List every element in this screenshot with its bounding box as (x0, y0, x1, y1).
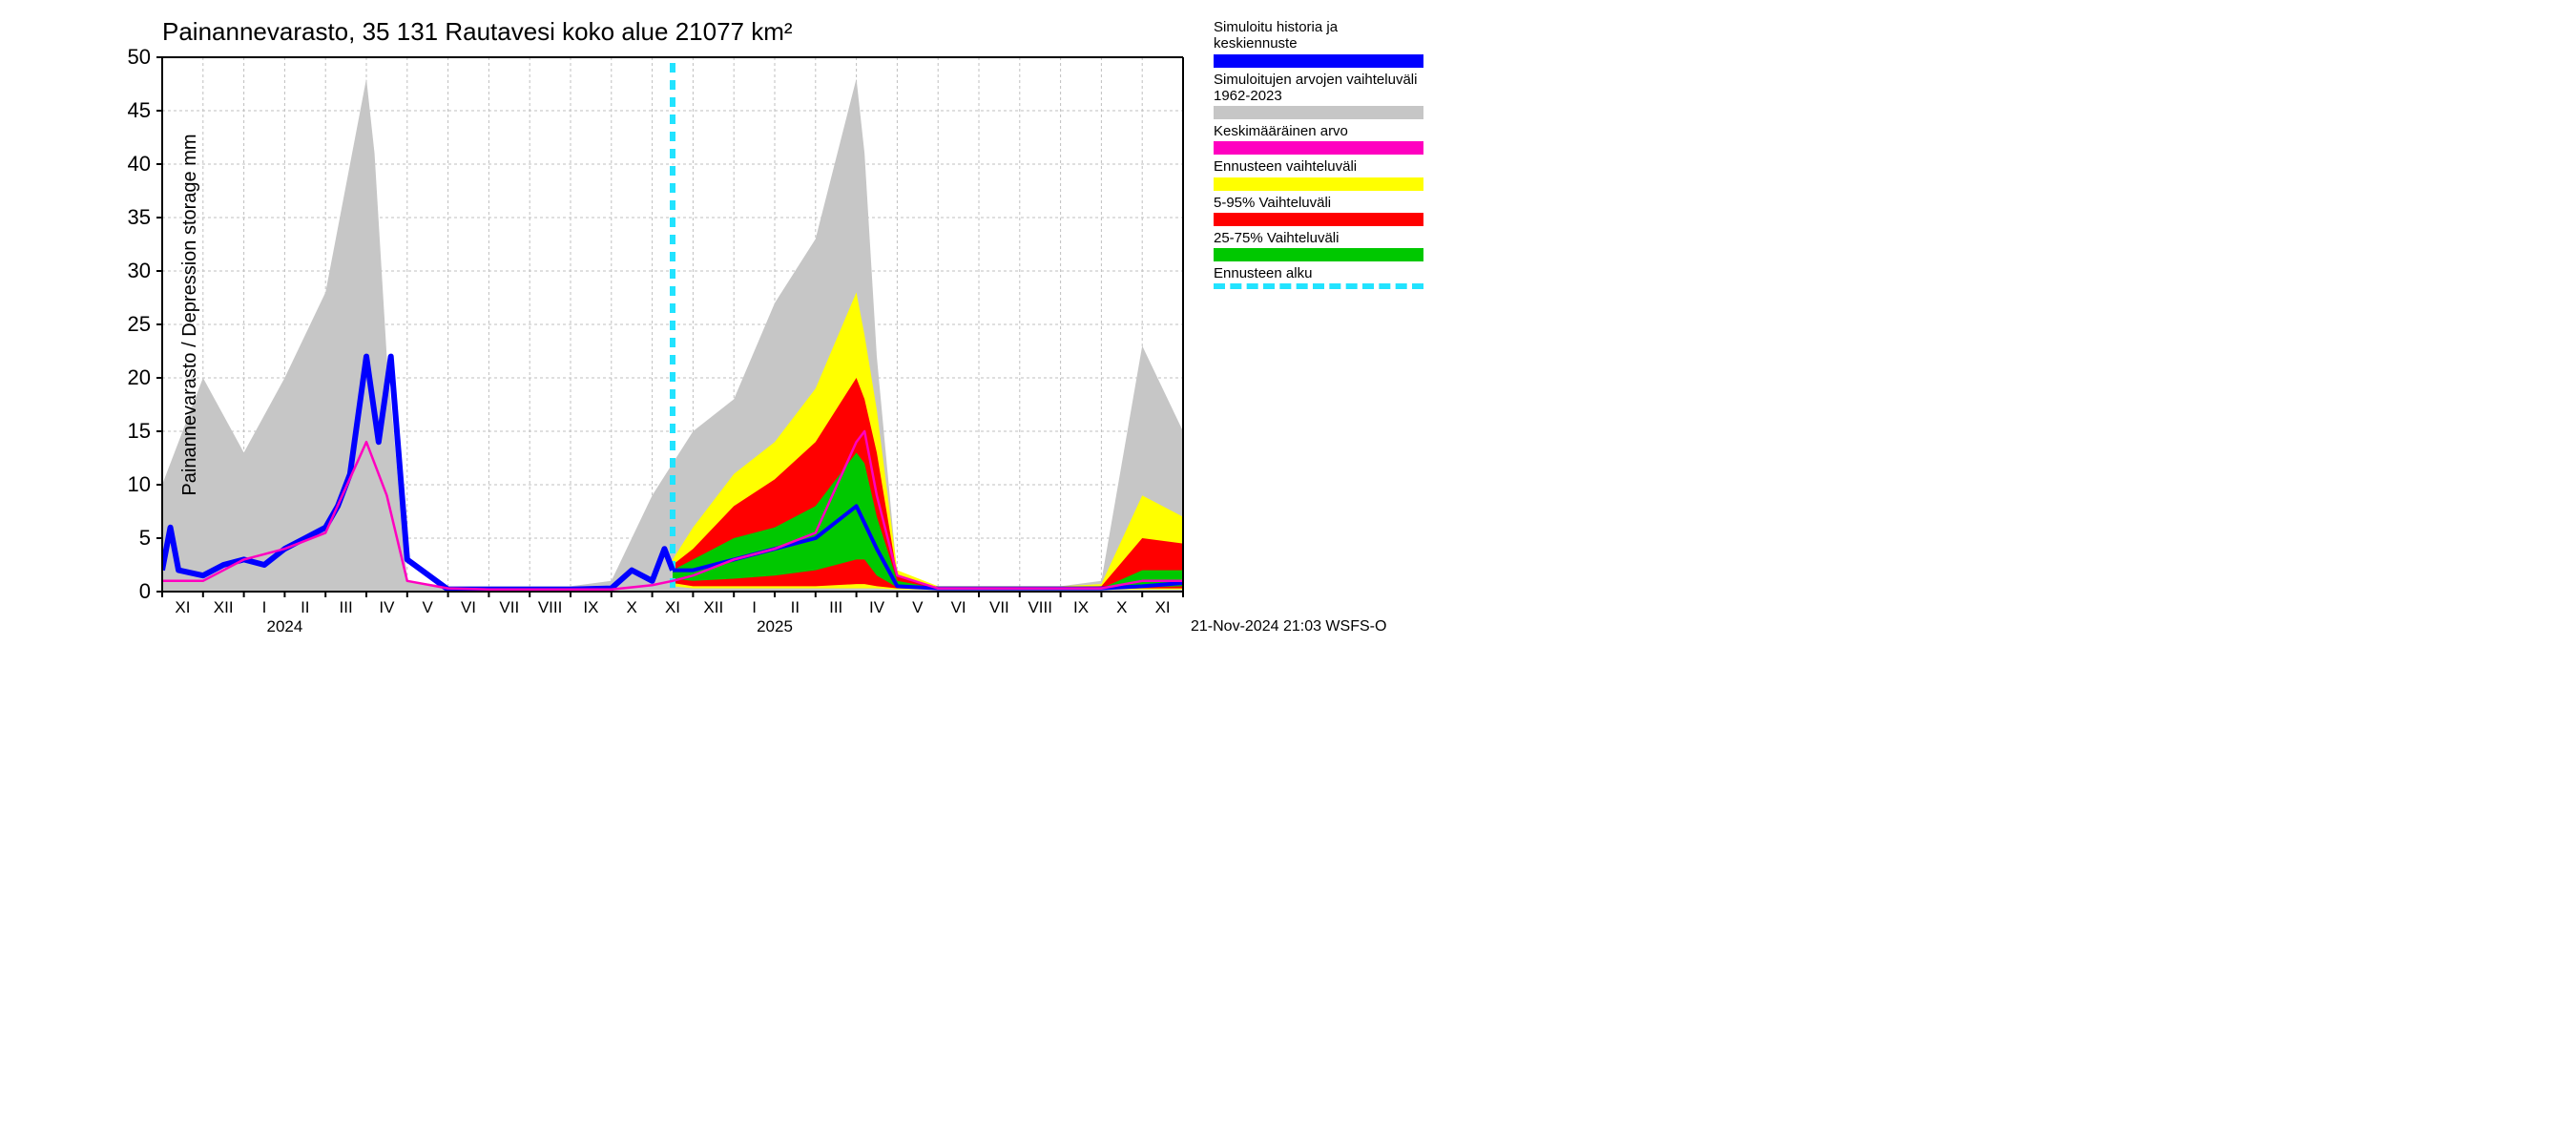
svg-text:XI: XI (665, 598, 680, 616)
svg-text:35: 35 (128, 205, 151, 229)
svg-text:V: V (912, 598, 924, 616)
svg-text:2025: 2025 (757, 617, 793, 635)
legend-swatch (1214, 106, 1423, 119)
svg-text:VII: VII (989, 598, 1009, 616)
legend-label: 25-75% Vaihteluväli (1214, 230, 1423, 246)
svg-text:VI: VI (951, 598, 966, 616)
svg-text:IV: IV (379, 598, 395, 616)
svg-text:II: II (791, 598, 800, 616)
legend-item: 25-75% Vaihteluväli (1214, 230, 1423, 261)
svg-text:20: 20 (128, 365, 151, 389)
svg-text:X: X (627, 598, 637, 616)
svg-text:5: 5 (139, 526, 151, 550)
svg-text:2024: 2024 (266, 617, 302, 635)
svg-text:25: 25 (128, 312, 151, 336)
legend: Simuloitu historia ja keskiennuste Simulo… (1214, 19, 1423, 293)
svg-text:VIII: VIII (538, 598, 563, 616)
svg-text:50: 50 (128, 45, 151, 69)
svg-text:III: III (829, 598, 842, 616)
svg-text:X: X (1116, 598, 1127, 616)
svg-text:XII: XII (214, 598, 234, 616)
svg-text:40: 40 (128, 152, 151, 176)
legend-label: Simuloitu historia ja keskiennuste (1214, 19, 1423, 52)
svg-text:XI: XI (1155, 598, 1171, 616)
y-axis-label: Painannevarasto / Depression storage mm (179, 134, 201, 495)
svg-text:XII: XII (703, 598, 723, 616)
svg-text:V: V (423, 598, 434, 616)
svg-text:IV: IV (869, 598, 885, 616)
legend-label: Simuloitujen arvojen vaihteluväli 1962-2… (1214, 72, 1423, 105)
svg-text:I: I (262, 598, 267, 616)
legend-label: Ennusteen vaihteluväli (1214, 158, 1423, 175)
legend-label: 5-95% Vaihteluväli (1214, 195, 1423, 211)
svg-text:I: I (752, 598, 757, 616)
legend-swatch (1214, 283, 1423, 289)
legend-swatch (1214, 54, 1423, 68)
svg-text:II: II (301, 598, 309, 616)
svg-text:0: 0 (139, 579, 151, 603)
legend-swatch (1214, 248, 1423, 261)
svg-text:15: 15 (128, 419, 151, 443)
svg-text:10: 10 (128, 472, 151, 496)
chart-container: Painannevarasto, 35 131 Rautavesi koko a… (0, 0, 1431, 636)
svg-text:XI: XI (175, 598, 190, 616)
legend-item: Simuloitu historia ja keskiennuste (1214, 19, 1423, 68)
legend-label: Ennusteen alku (1214, 265, 1423, 281)
svg-text:VII: VII (499, 598, 519, 616)
svg-text:45: 45 (128, 98, 151, 122)
legend-item: Ennusteen vaihteluväli (1214, 158, 1423, 190)
legend-item: Keskimääräinen arvo (1214, 123, 1423, 155)
legend-swatch (1214, 177, 1423, 191)
legend-label: Keskimääräinen arvo (1214, 123, 1423, 139)
svg-text:30: 30 (128, 259, 151, 282)
chart-timestamp: 21-Nov-2024 21:03 WSFS-O (1191, 618, 1386, 635)
svg-text:VIII: VIII (1028, 598, 1052, 616)
legend-swatch (1214, 141, 1423, 155)
legend-item: 5-95% Vaihteluväli (1214, 195, 1423, 226)
svg-text:III: III (340, 598, 353, 616)
legend-swatch (1214, 213, 1423, 226)
svg-text:IX: IX (1073, 598, 1089, 616)
legend-item: Ennusteen alku (1214, 265, 1423, 289)
legend-item: Simuloitujen arvojen vaihteluväli 1962-2… (1214, 72, 1423, 120)
chart-title: Painannevarasto, 35 131 Rautavesi koko a… (162, 17, 793, 47)
svg-text:VI: VI (461, 598, 476, 616)
svg-text:IX: IX (583, 598, 598, 616)
